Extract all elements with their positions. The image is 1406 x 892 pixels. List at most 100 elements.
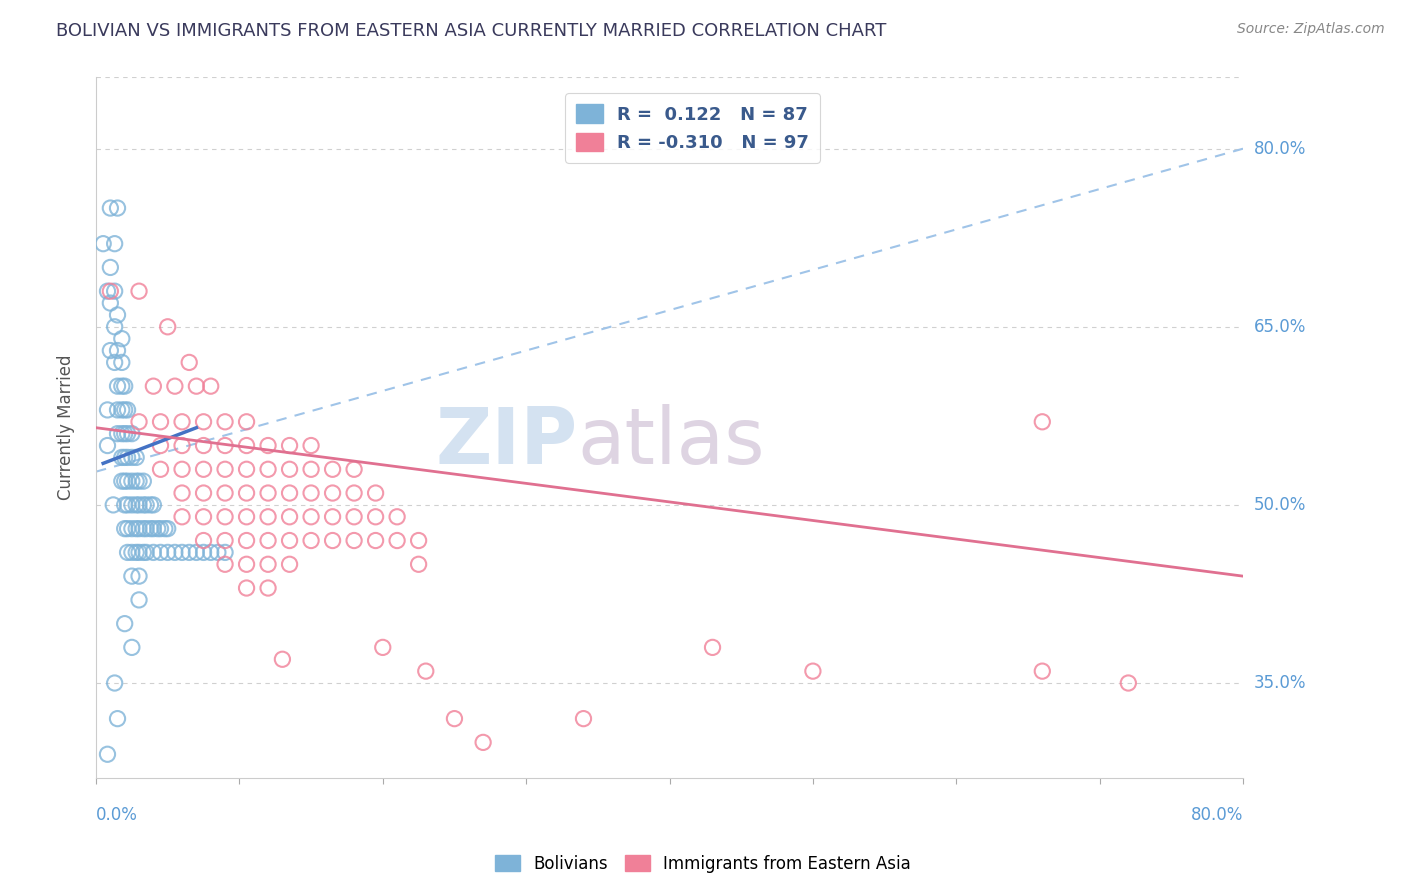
Point bbox=[107, 403, 129, 417]
Point bbox=[235, 438, 257, 452]
Point bbox=[278, 509, 301, 524]
Point bbox=[111, 426, 134, 441]
Point bbox=[142, 545, 165, 559]
Point bbox=[98, 260, 121, 275]
Text: 35.0%: 35.0% bbox=[1254, 674, 1306, 692]
Point bbox=[107, 201, 129, 215]
Point bbox=[193, 509, 215, 524]
Point bbox=[156, 545, 179, 559]
Point bbox=[125, 450, 148, 465]
Point bbox=[364, 509, 387, 524]
Point bbox=[235, 462, 257, 476]
Point bbox=[128, 545, 150, 559]
Point bbox=[156, 522, 179, 536]
Point bbox=[214, 533, 236, 548]
Point bbox=[117, 403, 139, 417]
Point bbox=[117, 474, 139, 488]
Point bbox=[111, 403, 134, 417]
Point bbox=[343, 462, 366, 476]
Point bbox=[193, 415, 215, 429]
Point bbox=[128, 415, 150, 429]
Point bbox=[117, 426, 139, 441]
Point bbox=[121, 522, 143, 536]
Point bbox=[132, 474, 155, 488]
Point bbox=[111, 332, 134, 346]
Point bbox=[200, 379, 222, 393]
Point bbox=[107, 379, 129, 393]
Point bbox=[385, 533, 408, 548]
Point bbox=[114, 522, 136, 536]
Point bbox=[98, 343, 121, 358]
Point bbox=[96, 438, 118, 452]
Point bbox=[1118, 676, 1140, 690]
Point bbox=[121, 640, 143, 655]
Point bbox=[170, 462, 193, 476]
Point bbox=[114, 474, 136, 488]
Point bbox=[96, 284, 118, 298]
Point bbox=[343, 533, 366, 548]
Point bbox=[702, 640, 724, 655]
Point bbox=[235, 415, 257, 429]
Point bbox=[121, 545, 143, 559]
Point bbox=[163, 379, 186, 393]
Point bbox=[107, 308, 129, 322]
Point bbox=[322, 462, 344, 476]
Point bbox=[257, 581, 280, 595]
Point bbox=[149, 545, 172, 559]
Point bbox=[104, 319, 127, 334]
Point bbox=[235, 486, 257, 500]
Text: 80.0%: 80.0% bbox=[1191, 806, 1243, 824]
Point bbox=[343, 509, 366, 524]
Point bbox=[96, 403, 118, 417]
Point bbox=[135, 522, 157, 536]
Point bbox=[193, 438, 215, 452]
Point bbox=[472, 735, 495, 749]
Point bbox=[111, 474, 134, 488]
Point bbox=[278, 438, 301, 452]
Point bbox=[235, 533, 257, 548]
Point bbox=[257, 533, 280, 548]
Point bbox=[139, 498, 162, 512]
Point bbox=[135, 545, 157, 559]
Point bbox=[371, 640, 394, 655]
Point bbox=[111, 355, 134, 369]
Point bbox=[103, 498, 125, 512]
Point bbox=[96, 747, 118, 762]
Point bbox=[193, 545, 215, 559]
Point bbox=[801, 664, 824, 678]
Point bbox=[214, 545, 236, 559]
Point bbox=[186, 545, 208, 559]
Point bbox=[278, 558, 301, 572]
Point bbox=[364, 486, 387, 500]
Point bbox=[153, 522, 176, 536]
Point bbox=[385, 509, 408, 524]
Point bbox=[114, 379, 136, 393]
Point bbox=[104, 236, 127, 251]
Point bbox=[572, 712, 595, 726]
Point bbox=[343, 486, 366, 500]
Text: 0.0%: 0.0% bbox=[96, 806, 138, 824]
Point bbox=[149, 462, 172, 476]
Point bbox=[322, 509, 344, 524]
Point bbox=[121, 474, 143, 488]
Point bbox=[117, 545, 139, 559]
Point bbox=[139, 522, 162, 536]
Point bbox=[200, 545, 222, 559]
Point bbox=[135, 498, 157, 512]
Text: 65.0%: 65.0% bbox=[1254, 318, 1306, 335]
Point bbox=[299, 438, 322, 452]
Point bbox=[193, 486, 215, 500]
Point bbox=[91, 236, 114, 251]
Point bbox=[107, 426, 129, 441]
Point bbox=[278, 486, 301, 500]
Point bbox=[132, 545, 155, 559]
Point bbox=[170, 415, 193, 429]
Point bbox=[163, 545, 186, 559]
Point bbox=[117, 498, 139, 512]
Point bbox=[142, 379, 165, 393]
Legend: R =  0.122   N = 87, R = -0.310   N = 97: R = 0.122 N = 87, R = -0.310 N = 97 bbox=[565, 94, 820, 163]
Point bbox=[179, 545, 201, 559]
Point bbox=[214, 486, 236, 500]
Point bbox=[121, 450, 143, 465]
Point bbox=[114, 403, 136, 417]
